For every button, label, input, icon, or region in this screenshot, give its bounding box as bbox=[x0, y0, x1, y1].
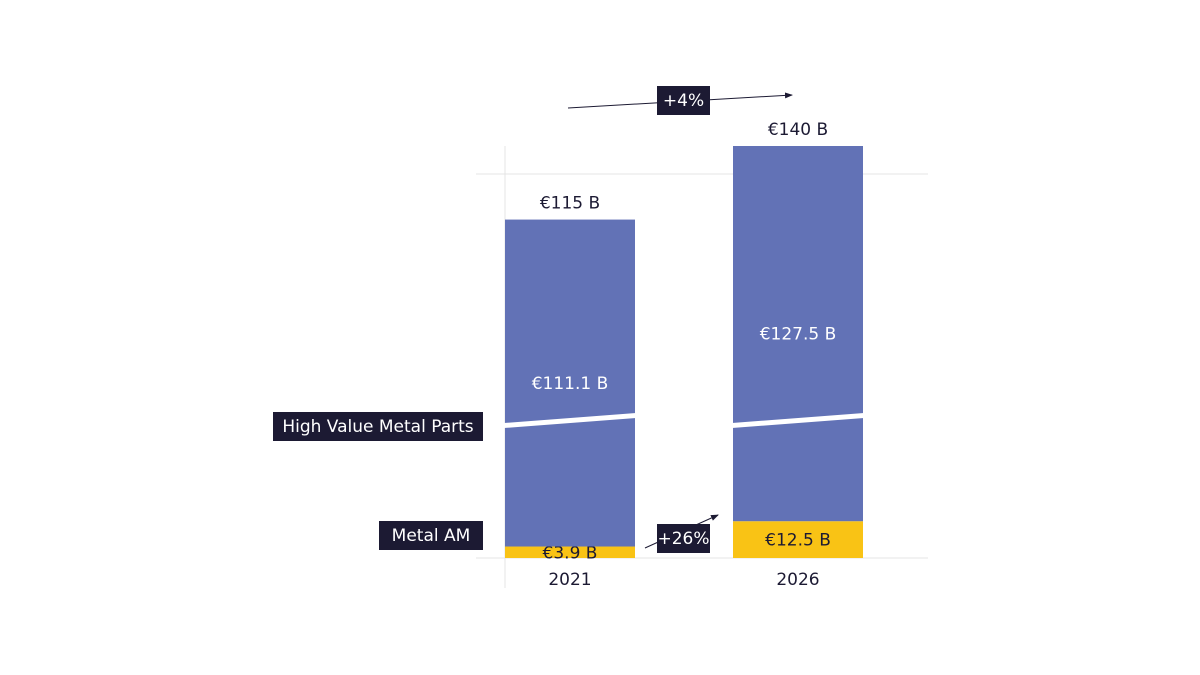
value-label: €3.9 B bbox=[543, 543, 598, 563]
annotation-label: +26% bbox=[657, 529, 709, 549]
bar-segment bbox=[733, 521, 863, 558]
annotation-box bbox=[657, 86, 710, 115]
legend-box bbox=[379, 521, 483, 550]
axis-break bbox=[504, 413, 636, 428]
total-label: €140 B bbox=[768, 120, 828, 140]
x-tick-label: 2026 bbox=[776, 570, 819, 590]
value-label: €12.5 B bbox=[765, 531, 831, 551]
annotation-box bbox=[657, 524, 710, 553]
bar-segment bbox=[733, 146, 863, 522]
legend-box bbox=[273, 412, 483, 441]
value-label: €127.5 B bbox=[760, 325, 837, 345]
bar-segment bbox=[505, 546, 635, 558]
bar-segment bbox=[505, 219, 635, 547]
x-tick-label: 2021 bbox=[548, 570, 591, 590]
legend-label: Metal AM bbox=[392, 526, 471, 546]
annotation-label: +4% bbox=[663, 91, 704, 111]
axis-break bbox=[732, 413, 864, 428]
total-label: €115 B bbox=[540, 194, 600, 214]
legend-label: High Value Metal Parts bbox=[282, 417, 473, 437]
value-label: €111.1 B bbox=[532, 374, 609, 394]
